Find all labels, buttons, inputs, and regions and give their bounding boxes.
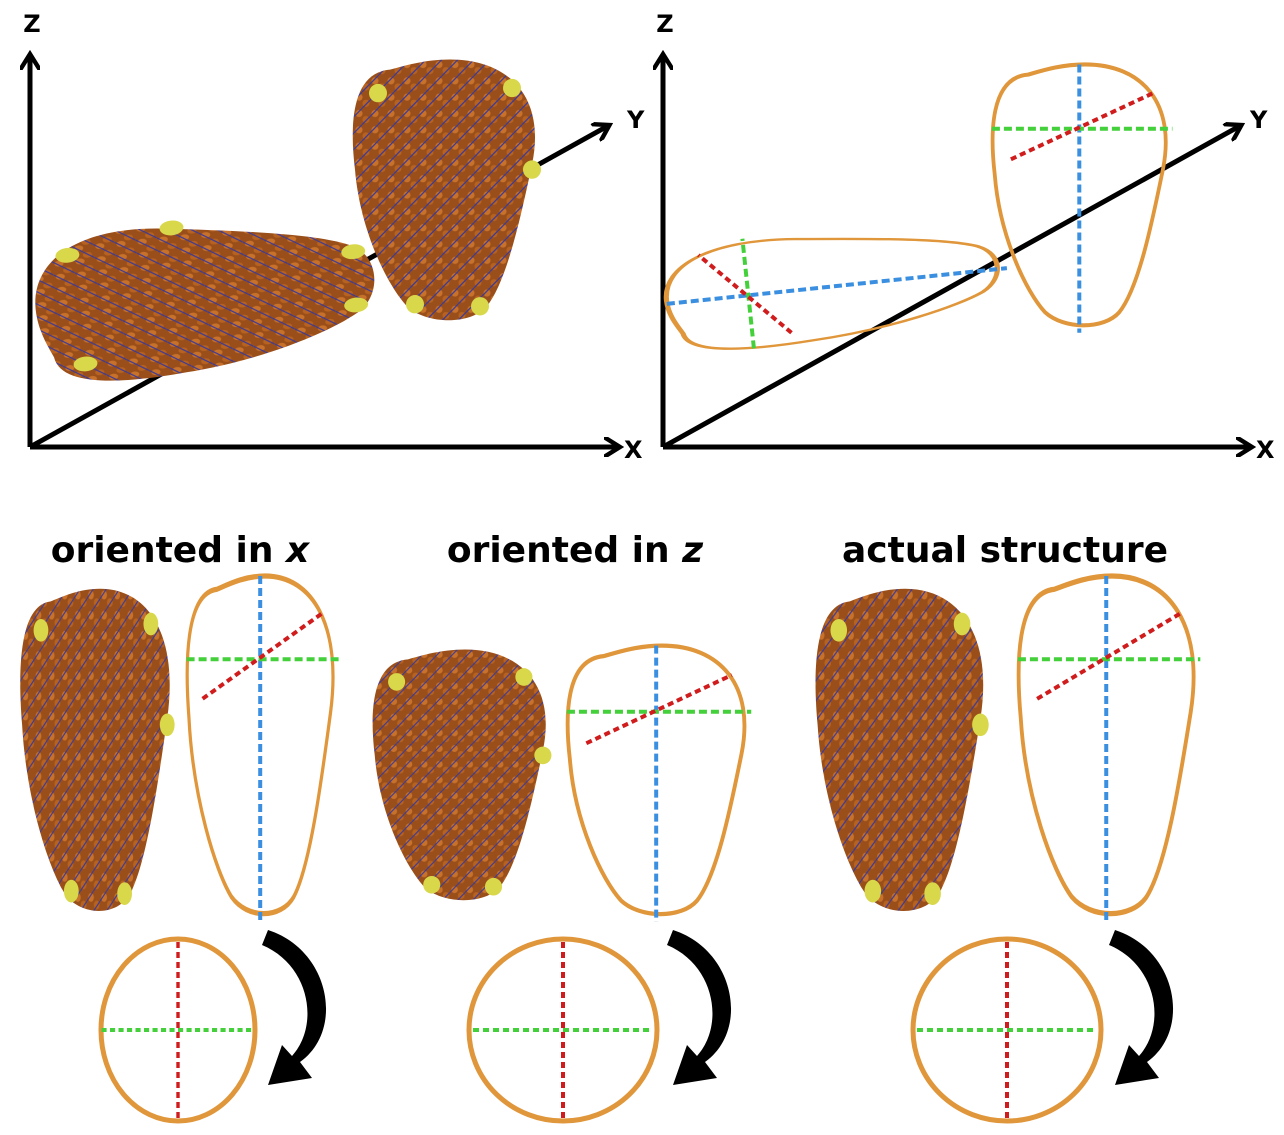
caption-variable: x	[284, 530, 311, 571]
cross-sections	[101, 939, 1101, 1121]
caption-text: oriented in	[447, 530, 682, 571]
axis-label: X	[624, 436, 643, 464]
capsid-image	[353, 59, 541, 320]
outline	[992, 64, 1173, 332]
figure: Z Y X Z Y X oriented in x oriented in z …	[0, 0, 1284, 1135]
caption: oriented in x	[51, 530, 311, 571]
axis-label: Y	[1249, 106, 1268, 134]
caption-variable: z	[681, 530, 704, 571]
capsid-image	[20, 589, 174, 911]
outline	[1018, 576, 1200, 923]
capsid-image	[816, 589, 989, 911]
caption: oriented in z	[447, 530, 704, 571]
capsid-image	[28, 200, 382, 389]
axis-label: Y	[626, 106, 645, 134]
capsid-image	[373, 650, 552, 901]
axes-panel-right	[663, 58, 1248, 447]
caption-text: oriented in	[51, 530, 286, 571]
outline	[187, 576, 339, 923]
axis-label: Z	[656, 10, 673, 38]
axis-label: X	[1256, 436, 1275, 464]
rotation-arrows	[262, 930, 1173, 1085]
axis-label: Z	[23, 10, 40, 38]
outline	[567, 646, 751, 922]
caption: actual structure	[842, 530, 1168, 571]
